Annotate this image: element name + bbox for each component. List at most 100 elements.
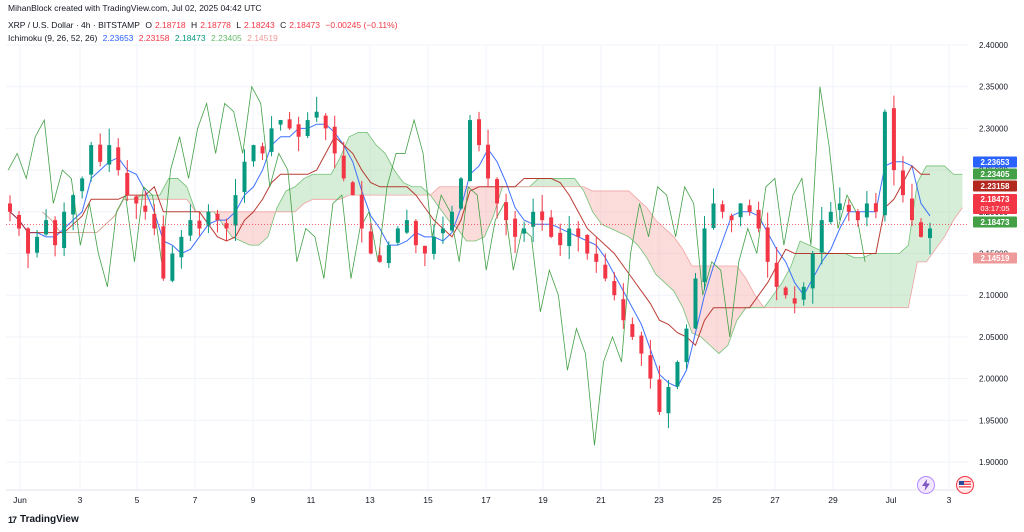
candle-body [260, 146, 265, 154]
ichimoku-cloud-segment [682, 249, 692, 333]
ichimoku-cloud-segment [141, 195, 151, 200]
chart-credit: MihanBlock created with TradingView.com,… [8, 3, 262, 13]
x-tick-label: 9 [251, 495, 256, 505]
ichimoku-cloud-segment [845, 253, 855, 308]
x-tick-label: 5 [135, 495, 140, 505]
tradingview-brand: TradingView [20, 514, 79, 525]
x-tick-label: Jul [886, 495, 897, 505]
ichimoku-cloud-segment [646, 207, 656, 275]
ichimoku-cloud-segment [601, 190, 611, 229]
ichimoku-cloud-segment [439, 186, 449, 221]
symbol-title: XRP / U.S. Dollar · 4h · BITSTAMP [8, 20, 140, 30]
candle-body [765, 227, 770, 262]
ichimoku-cloud-segment [258, 211, 268, 246]
x-tick-label: 29 [828, 495, 838, 505]
ichimoku-cloud-segment [655, 220, 665, 283]
ichimoku-cloud-segment [376, 145, 386, 196]
ichimoku-cloud-segment [547, 178, 557, 187]
candle-body [495, 179, 500, 204]
ichimoku-cloud-segment [358, 132, 368, 196]
us-flag-icon[interactable] [956, 476, 974, 494]
candle-body [278, 120, 283, 125]
ichimoku-cloud-segment [177, 178, 187, 200]
ichimoku-cloud-segment [367, 132, 377, 196]
ichimoku-cloud-segment [322, 174, 332, 200]
candle-body [431, 236, 436, 254]
candle-body [576, 228, 581, 237]
lead-a-label: 2.23405 [981, 170, 1010, 179]
candle-body [603, 264, 608, 279]
ichimoku-cloud-segment [899, 245, 909, 308]
ichimoku-cloud-segment [917, 165, 927, 262]
candle-body [810, 253, 815, 289]
x-tick-label: 3 [947, 495, 952, 505]
y-tick-label: 2.00000 [979, 375, 1008, 384]
ichimoku-cloud-segment [637, 199, 647, 258]
candle-body [197, 220, 202, 229]
ichimoku-lagging: 2.18473 [174, 33, 206, 43]
y-tick-label: 2.05000 [979, 333, 1008, 342]
candle-body [179, 236, 184, 258]
ichimoku-cloud-segment [773, 282, 783, 308]
ichimoku-cloud-segment [890, 253, 900, 308]
candle-body [819, 220, 824, 253]
lead-b-label-bg [973, 252, 1017, 264]
ichimoku-cloud-segment [313, 174, 323, 200]
ichimoku-cloud-segment [628, 190, 638, 246]
ichimoku-cloud-segment [872, 253, 882, 308]
x-tick-label: 25 [712, 495, 722, 505]
candle-body [531, 211, 536, 227]
candle-body [107, 145, 112, 165]
last-price-label-bg [973, 194, 1017, 214]
candle-body [756, 209, 761, 229]
ichimoku-cloud-segment [276, 190, 286, 212]
ichimoku-cloud-segment [240, 211, 250, 246]
candle-body [269, 128, 274, 152]
candle-body [422, 245, 427, 254]
x-tick-label: 7 [193, 495, 198, 505]
ichimoku-cloud-segment [610, 190, 620, 233]
y-tick-label: 2.10000 [979, 291, 1008, 300]
y-tick-label: 2.40000 [979, 41, 1008, 50]
candle-body [738, 203, 743, 218]
ichimoku-cloud-segment [331, 157, 341, 200]
ichimoku-cloud-segment [935, 165, 945, 250]
ichimoku-legend[interactable]: Ichimoku (9, 26, 52, 26) 2.23653 2.23158… [8, 33, 281, 43]
candle-body [549, 217, 554, 237]
candle-body [801, 286, 806, 300]
x-tick-label: 23 [654, 495, 664, 505]
x-tick-label: 27 [770, 495, 780, 505]
ichimoku-cloud-segment [854, 257, 864, 308]
candle-body [891, 108, 896, 171]
candle-body [585, 234, 590, 254]
candle-body [630, 324, 635, 337]
ichimoku-cloud-segment [827, 253, 837, 308]
candle-body [702, 228, 707, 283]
candle-body [206, 211, 211, 226]
ichimoku-cloud-segment [565, 178, 575, 187]
candle-body [837, 203, 842, 211]
candle-body [35, 236, 40, 253]
candle-body [134, 196, 139, 204]
candle-body [314, 111, 319, 118]
candle-body [711, 203, 716, 229]
ichimoku-conversion: 2.23653 [102, 33, 134, 43]
lightning-bolt-icon[interactable] [917, 476, 935, 494]
ichimoku-cloud-segment [295, 178, 305, 212]
candle-body [359, 194, 364, 229]
candle-body [377, 255, 382, 262]
candle-body [612, 281, 617, 296]
high-value: 2.18778 [200, 20, 231, 30]
ichimoku-cloud-segment [953, 174, 963, 221]
candle-body [657, 379, 662, 412]
tradingview-logo[interactable]: 17 TradingView [8, 514, 79, 525]
ichimoku-cloud-segment [791, 240, 801, 308]
ichimoku-cloud-segment [944, 165, 954, 237]
candle-body [684, 328, 689, 363]
symbol-legend[interactable]: XRP / U.S. Dollar · 4h · BITSTAMP O 2.187… [8, 20, 398, 30]
candle-body [395, 228, 400, 243]
ichimoku-cloud-segment [592, 190, 602, 225]
candle-body [909, 198, 914, 221]
candle-body [855, 211, 860, 221]
